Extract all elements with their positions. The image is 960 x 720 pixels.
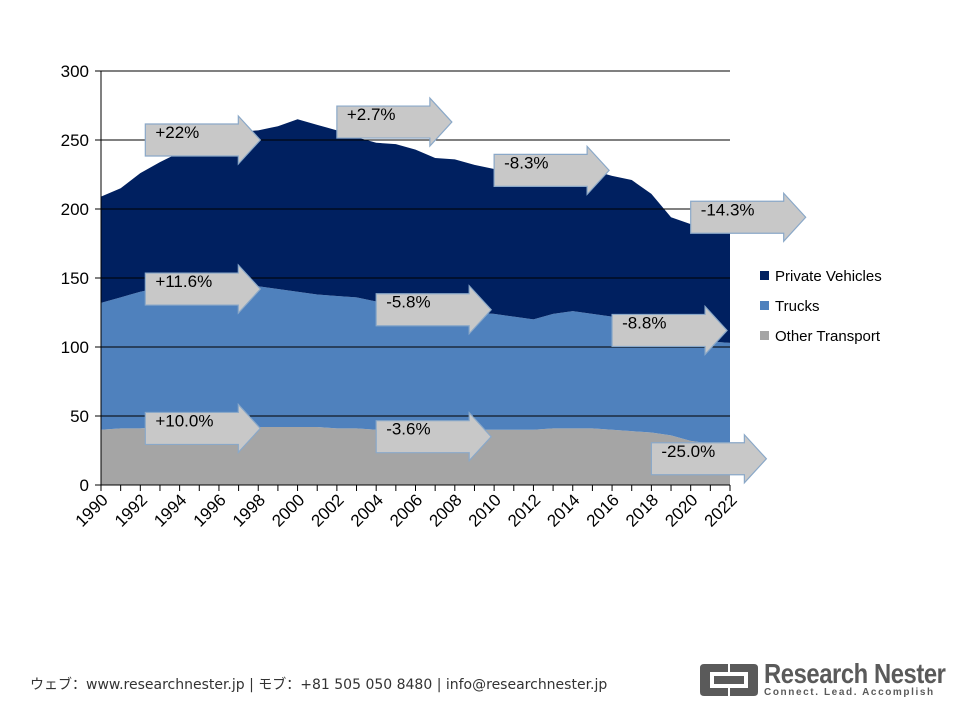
x-tick-label: 1996 [190, 490, 230, 530]
logo-mark-icon [700, 664, 758, 696]
arrow-label: +22% [155, 123, 199, 142]
change-arrow: +11.6% [144, 263, 262, 315]
y-tick-label: 250 [61, 131, 89, 150]
x-tick-label: 1998 [229, 490, 269, 530]
arrow-shape [375, 284, 493, 336]
change-arrow: +22% [144, 114, 262, 166]
x-tick-label: 2000 [268, 490, 308, 530]
x-tick-label: 2002 [308, 490, 348, 530]
change-arrow: -14.3% [690, 191, 807, 243]
arrow-label: +11.6% [155, 272, 212, 291]
arrow-shape [611, 304, 728, 356]
y-tick-label: 300 [61, 62, 89, 81]
x-tick-label: 1994 [150, 490, 190, 530]
x-tick-label: 2012 [504, 490, 544, 530]
x-tick-label: 2006 [386, 490, 426, 530]
arrow-shape [493, 144, 610, 196]
change-arrow: +2.7% [336, 96, 453, 148]
x-tick-label: 2020 [661, 490, 701, 530]
logo-tagline: Connect. Lead. Accomplish [764, 687, 935, 698]
change-arrow: -8.8% [611, 304, 728, 356]
legend-label: Private Vehicles [775, 268, 882, 285]
area-series-other-transport [101, 427, 730, 485]
x-tick-label: 2004 [347, 490, 387, 530]
arrow-shape [144, 114, 262, 166]
y-tick-label: 0 [80, 476, 89, 495]
change-arrow: -8.3% [493, 144, 610, 196]
y-tick-label: 200 [61, 200, 89, 219]
arrow-label: -14.3% [701, 200, 755, 219]
change-arrow: -3.6% [375, 411, 493, 463]
legend-swatch [760, 331, 769, 340]
x-tick-label: 1992 [111, 490, 151, 530]
legend-label: Trucks [775, 298, 819, 315]
legend-swatch [760, 301, 769, 310]
change-arrow: -5.8% [375, 284, 493, 336]
change-arrow: -25.0% [650, 433, 768, 485]
arrow-label: -5.8% [386, 293, 430, 312]
x-tick-label: 1990 [72, 490, 112, 530]
research-nester-logo: Research Nester Connect. Lead. Accomplis… [698, 658, 950, 700]
footer-contact-info: ウェブ：www.researchnester.jp | モブ：+81 505 0… [30, 677, 608, 693]
x-tick-label: 2016 [583, 490, 623, 530]
y-tick-label: 100 [61, 338, 89, 357]
arrow-label: -3.6% [386, 420, 430, 439]
y-tick-label: 50 [70, 407, 89, 426]
arrow-shape [144, 402, 262, 454]
legend-label: Other Transport [775, 328, 881, 345]
x-tick-label: 2022 [701, 490, 741, 530]
arrow-shape [144, 263, 262, 315]
arrow-label: -25.0% [661, 442, 715, 461]
x-tick-label: 2010 [465, 490, 505, 530]
arrow-shape [650, 433, 768, 485]
x-tick-label: 2018 [622, 490, 662, 530]
y-tick-label: 150 [61, 269, 89, 288]
arrow-shape [375, 411, 493, 463]
legend-swatch [760, 271, 769, 280]
area-series-trucks [101, 286, 730, 445]
arrow-shape [690, 191, 807, 243]
change-arrow: +10.0% [144, 402, 262, 454]
logo-name: Research Nester [764, 658, 946, 689]
x-tick-label: 2014 [543, 490, 583, 530]
arrow-label: +2.7% [347, 105, 396, 124]
arrow-shape [336, 96, 453, 148]
arrow-label: +10.0% [155, 411, 213, 430]
arrow-label: -8.8% [622, 313, 666, 332]
x-tick-label: 2008 [425, 490, 465, 530]
arrow-label: -8.3% [504, 153, 548, 172]
